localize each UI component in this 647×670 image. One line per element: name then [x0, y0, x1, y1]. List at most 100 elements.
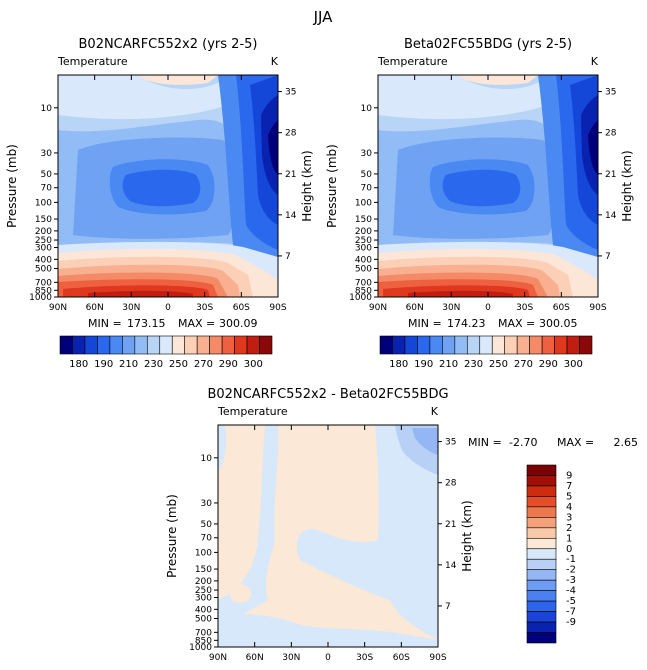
y-tick-right-label: 28	[285, 129, 297, 139]
x-tick-label: 90N	[49, 303, 67, 313]
colorbar-swatch	[554, 335, 568, 355]
panel-left-max-label: MAX =	[178, 317, 215, 330]
panel-left: B02NCARFC552x2 (yrs 2-5) Temperature K 9…	[5, 37, 314, 370]
colorbar-label: 2	[566, 523, 572, 534]
y-tick-label: 70	[361, 184, 373, 194]
y-tick-right-label: 14	[285, 211, 297, 221]
colorbar-swatch	[526, 632, 557, 644]
colorbar-swatch	[526, 496, 557, 508]
panel-diff-ylabel: Pressure (mb)	[165, 494, 179, 578]
colorbar-label: -7	[566, 607, 576, 618]
y-tick-label: 850	[35, 286, 52, 296]
colorbar-swatch	[97, 335, 111, 355]
x-tick-label: 60N	[246, 653, 264, 663]
colorbar-label: 4	[566, 502, 572, 513]
colorbar-swatch	[184, 335, 198, 355]
x-tick-label: 90N	[209, 653, 227, 663]
y-tick-label: 1000	[29, 293, 52, 303]
y-tick-label: 850	[195, 636, 212, 646]
colorbar-label: 210	[439, 359, 458, 370]
panel-left-subtitle: Temperature	[57, 55, 128, 68]
colorbar-label: -5	[566, 596, 576, 607]
y-tick-label: 500	[355, 265, 372, 275]
y-tick-label: 30	[41, 149, 53, 159]
colorbar-swatch	[109, 335, 123, 355]
y-tick-label: 50	[201, 520, 213, 530]
colorbar-swatch	[526, 590, 557, 602]
x-tick-label: 0	[325, 653, 331, 663]
colorbar-label: 190	[94, 359, 113, 370]
y-tick-right-label: 7	[285, 252, 291, 262]
panel-right-ylabel: Pressure (mb)	[325, 144, 339, 228]
panel-diff-subtitle: Temperature	[217, 405, 288, 418]
colorbar-swatch	[404, 335, 418, 355]
colorbar-label: 190	[414, 359, 433, 370]
colorbar-label: 300	[564, 359, 583, 370]
colorbar-swatch	[259, 335, 273, 355]
y-tick-label: 700	[195, 628, 212, 638]
panel-diff-min: -2.70	[509, 436, 537, 449]
colorbar-label: 270	[514, 359, 533, 370]
y-tick-right-label: 35	[605, 88, 616, 98]
panel-diff-units: K	[431, 405, 439, 418]
panel-right-max: 300.05	[539, 317, 578, 330]
panel-right-ylabel-right: Height (km)	[620, 150, 634, 221]
y-tick-label: 30	[201, 499, 213, 509]
colorbar-swatch	[134, 335, 148, 355]
panel-left-min: 173.15	[127, 317, 166, 330]
y-tick-label: 10	[361, 104, 373, 114]
y-tick-label: 250	[35, 236, 52, 246]
colorbar-label: 1	[566, 533, 572, 544]
colorbar-swatch	[526, 558, 557, 571]
colorbar-swatch	[246, 335, 260, 355]
y-tick-right-label: 14	[445, 561, 457, 571]
colorbar-label: 5	[566, 491, 572, 502]
panel-left-min-label: MIN =	[88, 317, 122, 330]
colorbar-label: -3	[566, 575, 576, 586]
x-tick-label: 60N	[86, 303, 104, 313]
colorbar-label: 7	[566, 481, 572, 492]
colorbar-label: 290	[219, 359, 238, 370]
colorbar-swatch	[526, 506, 557, 518]
y-tick-label: 200	[195, 577, 212, 587]
panel-right-max-label: MAX =	[498, 317, 535, 330]
panel-right-min-label: MIN =	[408, 317, 442, 330]
x-tick-label: 30N	[442, 303, 460, 313]
colorbar-swatch	[504, 335, 518, 355]
colorbar-swatch	[234, 335, 248, 355]
colorbar-label: -2	[566, 565, 576, 576]
colorbar-swatch	[221, 335, 235, 355]
y-tick-label: 10	[201, 454, 213, 464]
panel-diff-ylabel-right: Height (km)	[460, 500, 474, 571]
colorbar-label: -1	[566, 554, 576, 565]
colorbar-label: 250	[489, 359, 508, 370]
y-tick-label: 250	[355, 236, 372, 246]
panel-left-units: K	[271, 55, 279, 68]
colorbar-label: 290	[539, 359, 558, 370]
y-tick-right-label: 21	[445, 520, 456, 530]
x-tick-label: 60N	[406, 303, 424, 313]
y-tick-right-label: 28	[605, 129, 617, 139]
colorbar-swatch	[479, 335, 493, 355]
colorbar-swatch	[526, 569, 557, 581]
y-tick-label: 150	[195, 565, 212, 575]
colorbar-swatch	[516, 335, 530, 355]
colorbar-swatch	[429, 335, 443, 355]
colorbar-swatch	[59, 335, 73, 355]
panel-right-units: K	[591, 55, 599, 68]
colorbar-swatch	[526, 527, 557, 539]
x-tick-label: 30S	[196, 303, 213, 313]
x-tick-label: 90S	[589, 303, 606, 313]
colorbar-swatch	[72, 335, 86, 355]
panel-right-min: 174.23	[447, 317, 486, 330]
colorbar-swatch	[84, 335, 98, 355]
colorbar-swatch	[526, 485, 557, 497]
y-tick-right-label: 14	[605, 211, 617, 221]
colorbar-swatch	[579, 335, 593, 355]
panel-left-ylabel: Pressure (mb)	[5, 144, 19, 228]
colorbar-swatch	[146, 335, 161, 355]
colorbar-swatch	[526, 517, 557, 529]
colorbar-swatch	[526, 548, 557, 560]
colorbar-label: 3	[566, 512, 572, 523]
